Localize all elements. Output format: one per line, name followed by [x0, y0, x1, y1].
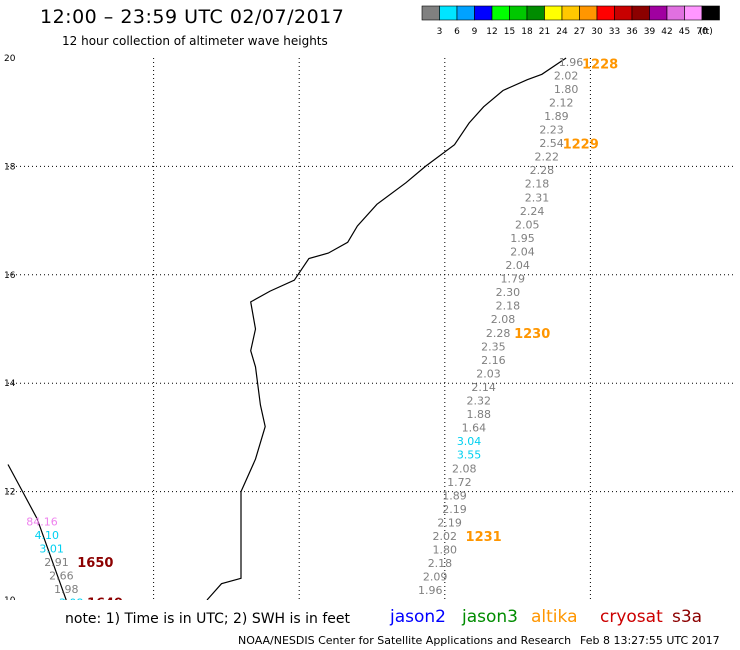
- swh-value: 1.80: [433, 544, 458, 557]
- y-tick-label: 12: [4, 488, 15, 498]
- swh-value: 3.08: [59, 597, 84, 600]
- colorbar-label: 45: [679, 27, 690, 37]
- y-tick-label: 20: [4, 54, 16, 64]
- swh-value: 2.02: [433, 530, 458, 543]
- colorbar-swatch: [701, 5, 720, 21]
- swh-value: 2.14: [471, 381, 496, 394]
- page-subtitle: 12 hour collection of altimeter wave hei…: [62, 34, 328, 48]
- colorbar-label: 70: [696, 27, 708, 37]
- pass-time-label: 1231: [466, 530, 502, 545]
- swh-value: 2.09: [423, 571, 448, 584]
- colorbar-label: 15: [504, 27, 515, 37]
- swh-value: 1.79: [500, 273, 525, 286]
- pass-time-label: 1649: [87, 597, 123, 600]
- colorbar-label: 6: [454, 27, 460, 37]
- swh-value: 1.98: [54, 583, 79, 596]
- note-text: note: 1) Time is in UTC; 2) SWH is in fe…: [65, 611, 351, 627]
- pass-time-label: 1228: [582, 57, 618, 72]
- timestamp-text: Feb 8 13:27:55 UTC 2017: [580, 634, 720, 647]
- y-tick-label: 18: [4, 162, 16, 172]
- credit-text: NOAA/NESDIS Center for Satellite Applica…: [238, 634, 572, 647]
- swh-value: 2.28: [530, 164, 555, 177]
- swh-value: 2.18: [428, 557, 453, 570]
- colorbar-label: 27: [574, 27, 585, 37]
- y-tick-label: 16: [4, 271, 16, 281]
- swh-value: 2.54: [539, 137, 564, 150]
- pass-time-label: 1229: [563, 138, 599, 153]
- swh-value: 2.18: [525, 178, 550, 191]
- east-coastline: [206, 57, 567, 600]
- swh-value: 2.12: [549, 96, 574, 109]
- colorbar-unit: (ft): [699, 27, 713, 37]
- swh-value: 1.80: [554, 83, 579, 96]
- satellite-cryosat: cryosat: [600, 607, 663, 627]
- colorbar-label: 42: [661, 27, 672, 37]
- swh-value: 2.19: [442, 503, 467, 516]
- pass-time-label: 1230: [514, 327, 550, 342]
- y-tick-label: 14: [4, 379, 16, 389]
- map[interactable]: 7578818487902018161412101.962.021.802.12…: [0, 0, 740, 600]
- swh-value: 2.32: [467, 395, 492, 408]
- swh-value: 2.23: [539, 124, 564, 137]
- colorbar-label: 12: [486, 27, 497, 37]
- swh-value: 2.35: [481, 340, 506, 353]
- pass-time-label: 1650: [77, 556, 113, 571]
- swh-value: 3.01: [39, 543, 64, 556]
- swh-value: 2.24: [520, 205, 545, 218]
- colorbar-label: 30: [591, 27, 603, 37]
- swh-value: 1.88: [467, 408, 492, 421]
- colorbar-label: 39: [644, 27, 656, 37]
- colorbar-label: 36: [626, 27, 638, 37]
- swh-value: 2.30: [496, 286, 521, 299]
- west-coastline: [7, 464, 67, 600]
- swh-value: 2.02: [554, 69, 579, 82]
- swh-value: 2.18: [496, 300, 521, 313]
- swh-value: 2.04: [505, 259, 530, 272]
- swh-value: 1.72: [447, 476, 472, 489]
- colorbar-label: 33: [609, 27, 620, 37]
- satellite-jason3: jason3: [462, 607, 518, 627]
- swh-value: 2.31: [525, 191, 550, 204]
- swh-value: 1.96: [559, 56, 584, 69]
- swh-value: 2.91: [44, 556, 69, 569]
- swh-value: 4.10: [35, 529, 60, 542]
- colorbar-label: 3: [437, 27, 443, 37]
- swh-value: 2.44: [418, 598, 443, 600]
- swh-value: 3.04: [457, 435, 482, 448]
- swh-value: 2.03: [476, 367, 501, 380]
- swh-value: 1.89: [544, 110, 569, 123]
- colorbar-label: 18: [521, 27, 533, 37]
- swh-value: 3.55: [457, 449, 482, 462]
- colorbar-label: 9: [472, 27, 478, 37]
- swh-value: 2.16: [481, 354, 506, 367]
- swh-value: 2.19: [437, 516, 462, 529]
- swh-value: 1.96: [418, 584, 443, 597]
- swh-value: 2.08: [452, 462, 477, 475]
- swh-value: 1.89: [442, 489, 467, 502]
- swh-value: 2.22: [534, 151, 559, 164]
- swh-value: 2.04: [510, 245, 535, 258]
- satellite-s3a: s3a: [672, 607, 703, 627]
- satellite-jason2: jason2: [390, 607, 446, 627]
- swh-value: 84.16: [26, 515, 58, 528]
- satellite-altika: altika: [531, 607, 578, 627]
- swh-value: 1.95: [510, 232, 535, 245]
- y-tick-label: 10: [4, 596, 16, 600]
- colorbar-label: 21: [539, 27, 550, 37]
- colorbar: 3 6 9 12 15 18 21 24 27 30 33 36 39 42 45 70(ft): [421, 5, 720, 37]
- swh-value: 1.64: [462, 422, 487, 435]
- swh-value: 2.08: [491, 313, 516, 326]
- page-title: 12:00 – 23:59 UTC 02/07/2017: [40, 6, 345, 28]
- swh-value: 2.66: [49, 570, 74, 583]
- swh-value: 2.05: [515, 218, 540, 231]
- colorbar-label: 24: [556, 27, 568, 37]
- swh-value: 2.28: [486, 327, 511, 340]
